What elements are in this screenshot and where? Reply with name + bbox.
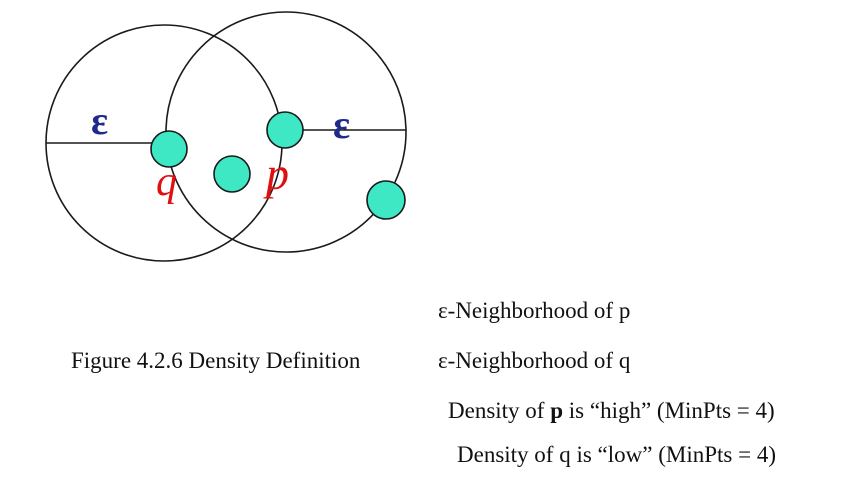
point-q-label: q [156, 159, 177, 205]
point-middle [213, 155, 251, 193]
point-p-label: p [263, 148, 289, 199]
point-p [266, 111, 304, 149]
epsilon-left-label: ε [91, 98, 108, 143]
density-p-text: Density of p is “high” (MinPts = 4) [448, 397, 775, 425]
density-p-bold-symbol: p [550, 398, 564, 423]
density-q-text: Density of q is “low” (MinPts = 4) [457, 442, 776, 467]
point-q [150, 130, 188, 168]
density-p-suffix: is “high” (MinPts = 4) [563, 398, 775, 423]
neighborhood-p-text: ε-Neighborhood of p [438, 298, 631, 323]
density-p-prefix: Density of [448, 398, 551, 423]
neighborhood-q-text: ε-Neighborhood of q [438, 348, 631, 373]
point-outer [366, 180, 406, 220]
epsilon-right-label: ε [333, 102, 350, 147]
figure-caption: Figure 4.2.6 Density Definition [71, 348, 361, 373]
